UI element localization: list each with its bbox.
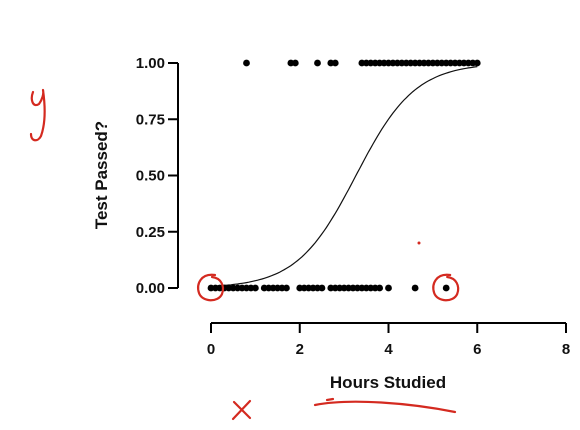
y-tick-label: 0.75 bbox=[136, 111, 165, 128]
x-tick-label: 0 bbox=[207, 341, 215, 358]
y-tick-label: 0.50 bbox=[136, 168, 165, 185]
x-tick-label: 6 bbox=[473, 341, 481, 358]
x-axis: 0 2 4 6 8 bbox=[207, 322, 570, 358]
curve-layer bbox=[210, 66, 478, 287]
x-tick-label: 8 bbox=[562, 341, 570, 358]
data-point bbox=[243, 59, 250, 67]
x-axis-title: Hours Studied bbox=[330, 373, 446, 392]
annotation-underline bbox=[313, 400, 457, 414]
points-layer bbox=[207, 59, 481, 292]
x-tick-label: 4 bbox=[384, 341, 393, 358]
data-point bbox=[331, 59, 339, 67]
data-point bbox=[318, 284, 326, 292]
data-point bbox=[442, 284, 450, 292]
y-tick-label: 0.25 bbox=[136, 224, 165, 241]
logistic-curve bbox=[210, 66, 478, 287]
data-point bbox=[291, 59, 299, 67]
annotation-x-letter bbox=[231, 399, 252, 421]
y-tick-label: 0.00 bbox=[136, 280, 165, 297]
y-axis-title: Test Passed? bbox=[92, 121, 111, 229]
annotation-underline-mark bbox=[325, 397, 335, 402]
data-point bbox=[411, 284, 419, 292]
annotation-dot bbox=[417, 241, 421, 245]
data-point bbox=[385, 284, 392, 292]
data-point bbox=[314, 59, 321, 67]
annotation-layer bbox=[29, 88, 460, 421]
data-point bbox=[473, 59, 481, 67]
annotation-circle bbox=[197, 273, 225, 302]
data-point bbox=[376, 284, 384, 292]
y-tick-label: 1.00 bbox=[136, 55, 165, 72]
data-point bbox=[283, 284, 290, 292]
data-point bbox=[251, 284, 259, 292]
annotation-y-letter bbox=[29, 88, 46, 142]
annotation-circle bbox=[432, 273, 460, 302]
y-axis: 0.00 0.25 0.50 0.75 1.00 bbox=[136, 55, 179, 297]
x-tick-label: 2 bbox=[296, 341, 304, 358]
